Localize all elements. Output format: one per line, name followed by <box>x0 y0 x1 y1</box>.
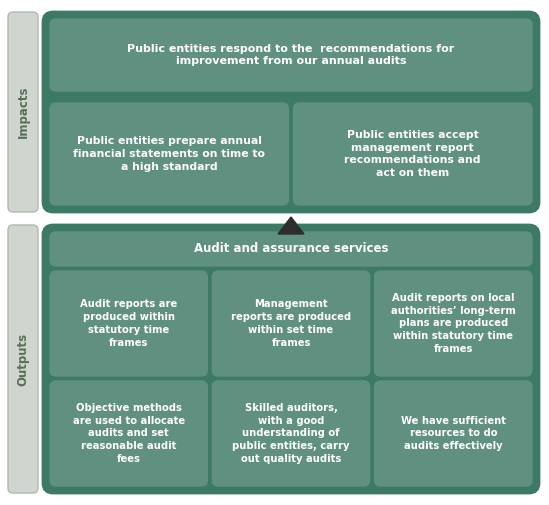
Text: Objective methods
are used to allocate
audits and set
reasonable audit
fees: Objective methods are used to allocate a… <box>72 403 184 464</box>
Polygon shape <box>278 217 304 234</box>
Text: Public entities accept
management report
recommendations and
act on them: Public entities accept management report… <box>345 130 481 178</box>
FancyBboxPatch shape <box>8 12 38 212</box>
FancyBboxPatch shape <box>374 381 532 486</box>
Text: Public entities respond to the  recommendations for
improvement from our annual : Public entities respond to the recommend… <box>127 43 455 66</box>
Text: Management
reports are produced
within set time
frames: Management reports are produced within s… <box>231 299 351 348</box>
Text: We have sufficient
resources to do
audits effectively: We have sufficient resources to do audit… <box>401 416 506 451</box>
Text: Outputs: Outputs <box>16 332 30 385</box>
Text: Audit and assurance services: Audit and assurance services <box>194 242 388 256</box>
Text: Audit reports are
produced within
statutory time
frames: Audit reports are produced within statut… <box>80 299 177 348</box>
FancyBboxPatch shape <box>50 103 289 205</box>
FancyBboxPatch shape <box>50 232 532 266</box>
FancyBboxPatch shape <box>212 381 369 486</box>
FancyBboxPatch shape <box>50 271 208 376</box>
FancyBboxPatch shape <box>212 271 369 376</box>
FancyBboxPatch shape <box>374 271 532 376</box>
Text: Public entities prepare annual
financial statements on time to
a high standard: Public entities prepare annual financial… <box>73 136 265 172</box>
Text: Audit reports on local
authorities’ long-term
plans are produced
within statutor: Audit reports on local authorities’ long… <box>391 293 516 354</box>
FancyBboxPatch shape <box>8 225 38 493</box>
FancyBboxPatch shape <box>43 225 539 493</box>
FancyBboxPatch shape <box>294 103 532 205</box>
Text: Skilled auditors,
with a good
understanding of
public entities, carry
out qualit: Skilled auditors, with a good understand… <box>232 403 350 464</box>
Text: Impacts: Impacts <box>16 86 30 138</box>
FancyBboxPatch shape <box>50 19 532 91</box>
FancyBboxPatch shape <box>43 12 539 212</box>
FancyBboxPatch shape <box>50 381 208 486</box>
